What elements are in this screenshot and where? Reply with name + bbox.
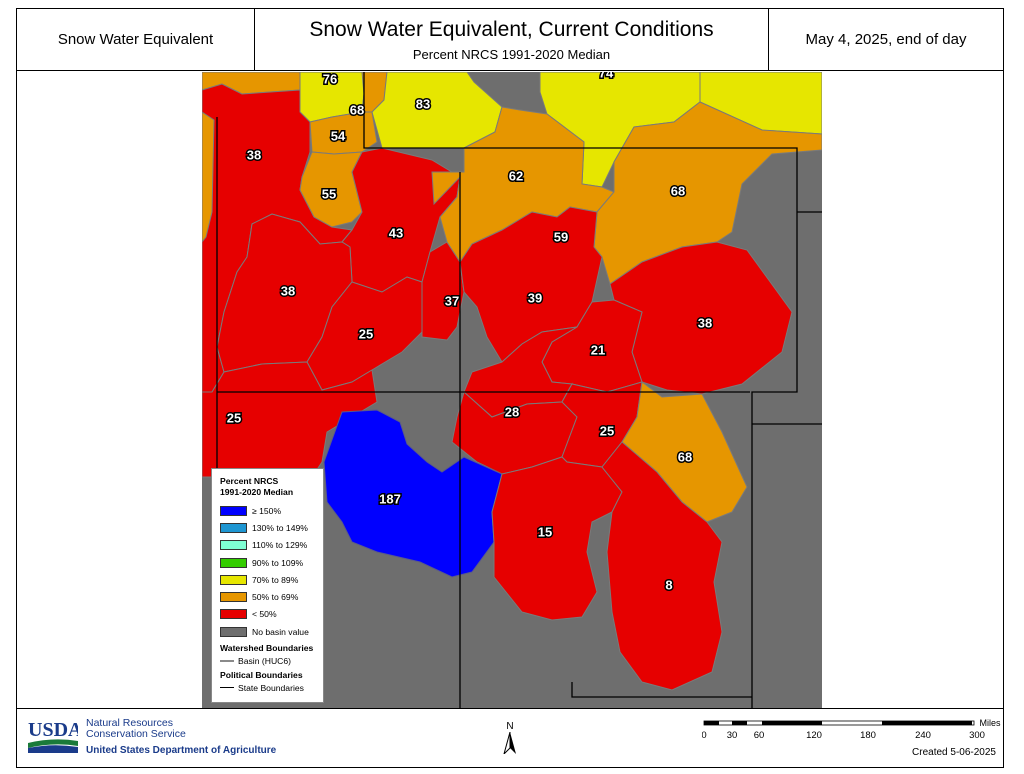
basin-label: 74 bbox=[599, 72, 614, 80]
legend-basin-label: Basin (HUC6) bbox=[238, 655, 292, 666]
legend-item: ≥ 150% bbox=[220, 502, 323, 519]
basin-label: 62 bbox=[509, 168, 523, 183]
header-title-block: Snow Water Equivalent, Current Condition… bbox=[255, 9, 769, 70]
legend-item: 110% to 129% bbox=[220, 537, 323, 554]
map-header: Snow Water Equivalent Snow Water Equival… bbox=[16, 8, 1004, 71]
basin-label: 68 bbox=[350, 102, 364, 117]
scale-tick: 30 bbox=[727, 730, 738, 741]
legend-swatch bbox=[220, 522, 247, 533]
basin-label: 15 bbox=[538, 524, 552, 539]
basin-label: 37 bbox=[445, 293, 459, 308]
basin-shape[interactable] bbox=[491, 456, 623, 621]
basin-label: 25 bbox=[359, 326, 373, 341]
header-date: May 4, 2025, end of day bbox=[805, 31, 967, 48]
basin-label: 43 bbox=[389, 225, 403, 240]
legend-swatch bbox=[220, 626, 247, 637]
basin-label: 25 bbox=[227, 410, 241, 425]
north-label: N bbox=[506, 721, 514, 732]
legend-swatch bbox=[220, 592, 247, 603]
basin-label: 25 bbox=[600, 423, 614, 438]
legend-item: 90% to 109% bbox=[220, 554, 323, 571]
map-subtitle: Percent NRCS 1991-2020 Median bbox=[412, 46, 611, 62]
legend-item: No basin value bbox=[220, 623, 323, 640]
legend-item-label: < 50% bbox=[252, 609, 277, 620]
legend-item: 130% to 149% bbox=[220, 519, 323, 536]
department-name: United States Department of Agriculture bbox=[86, 745, 277, 756]
scale-tick: 180 bbox=[860, 730, 876, 741]
legend-item: < 50% bbox=[220, 606, 323, 623]
scale-tick: 240 bbox=[915, 730, 931, 741]
basin-shape[interactable] bbox=[621, 381, 748, 523]
legend-title-1: Percent NRCS bbox=[220, 476, 279, 486]
legend-swatch bbox=[220, 574, 247, 585]
legend-item-label: ≥ 150% bbox=[252, 505, 282, 516]
basin-label: 187 bbox=[379, 491, 401, 506]
north-arrow-icon bbox=[503, 731, 516, 756]
basin-label: 68 bbox=[671, 183, 685, 198]
scale-tick: 60 bbox=[754, 730, 765, 741]
legend-swatch bbox=[220, 505, 247, 516]
basin-label: 38 bbox=[281, 283, 295, 298]
legend-swatch bbox=[220, 557, 247, 568]
basin-label: 38 bbox=[698, 315, 712, 330]
created-date: Created 5-06-2025 bbox=[912, 747, 996, 758]
legend-swatch bbox=[220, 540, 247, 551]
map-legend: Percent NRCS 1991-2020 Median ≥ 150% 130… bbox=[211, 468, 324, 703]
legend-item-label: 90% to 109% bbox=[252, 557, 304, 568]
agency-name: Natural Resources Conservation Service bbox=[86, 718, 186, 740]
legend-political-title: Political Boundaries bbox=[220, 670, 303, 681]
legend-item-label: 50% to 69% bbox=[252, 592, 299, 603]
north-arrow: N bbox=[500, 721, 520, 757]
legend-item-label: No basin value bbox=[252, 626, 309, 637]
basin-label: 54 bbox=[331, 128, 346, 143]
legend-title-2: 1991-2020 Median bbox=[220, 487, 294, 497]
legend-item-label: 110% to 129% bbox=[252, 540, 308, 551]
logo-text: USDA bbox=[28, 719, 78, 741]
basin-label: 28 bbox=[505, 404, 519, 419]
basin-shape[interactable] bbox=[202, 111, 215, 243]
basin-labels: 76 74 83 68 54 38 55 62 68 43 59 38 37 3… bbox=[225, 72, 713, 594]
header-left-label: Snow Water Equivalent bbox=[17, 9, 255, 70]
map-title: Snow Water Equivalent, Current Condition… bbox=[309, 17, 714, 41]
state-boundaries bbox=[216, 72, 822, 708]
basin-shape[interactable] bbox=[601, 441, 723, 691]
legend-swatch bbox=[220, 609, 247, 620]
state-line-icon bbox=[220, 687, 234, 689]
legend-item: 50% to 69% bbox=[220, 588, 323, 605]
legend-item: 70% to 89% bbox=[220, 571, 323, 588]
map-footer: USDA Natural Resources Conservation Serv… bbox=[16, 708, 1004, 768]
scale-unit: Miles bbox=[979, 719, 1001, 728]
legend-state-line: State Boundaries bbox=[220, 681, 323, 694]
legend-item-label: 130% to 149% bbox=[252, 522, 308, 533]
basin-shape[interactable] bbox=[299, 151, 363, 228]
scale-bar: Miles 0 30 60 120 180 240 300 bbox=[702, 719, 1001, 741]
agency-line-2: Conservation Service bbox=[86, 728, 186, 740]
basin-label: 76 bbox=[323, 72, 337, 86]
basin-label: 8 bbox=[665, 577, 672, 592]
legend-state-label: State Boundaries bbox=[238, 682, 304, 693]
legend-watershed-title: Watershed Boundaries bbox=[220, 643, 314, 654]
legend-basin-line: Basin (HUC6) bbox=[220, 654, 323, 667]
scale-tick: 120 bbox=[806, 730, 822, 741]
agency-line-1: Natural Resources bbox=[86, 717, 173, 729]
scale-tick: 0 bbox=[702, 730, 707, 741]
basin-label: 55 bbox=[322, 186, 336, 201]
basin-label: 39 bbox=[528, 290, 542, 305]
legend-item-label: 70% to 89% bbox=[252, 574, 299, 585]
usda-logo-icon: USDA bbox=[28, 719, 78, 753]
basin-label: 21 bbox=[591, 342, 605, 357]
basin-label: 38 bbox=[247, 147, 261, 162]
basin-label: 68 bbox=[678, 449, 692, 464]
basin-label: 59 bbox=[554, 229, 568, 244]
scale-tick: 300 bbox=[969, 730, 985, 741]
basin-label: 83 bbox=[416, 96, 430, 111]
basin-line-icon bbox=[220, 659, 234, 662]
